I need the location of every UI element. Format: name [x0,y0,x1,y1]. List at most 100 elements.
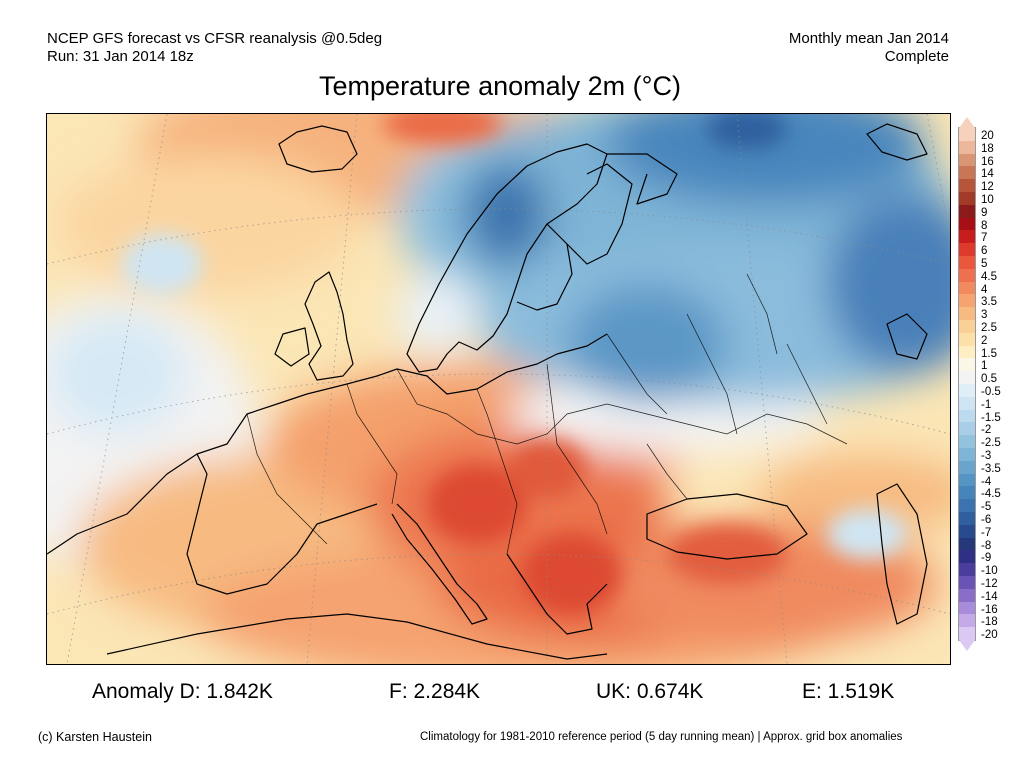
colorbar-segment [959,448,975,462]
stat-anomaly-d: Anomaly D: 1.842K [92,680,273,703]
colorbar-label: 16 [981,155,994,168]
colorbar-segment [959,268,975,283]
colorbar-label: -4 [981,475,992,488]
stat-uk: UK: 0.674K [596,680,704,703]
anomaly-stats: Anomaly D: 1.842K F: 2.284K UK: 0.674K E… [0,680,1024,708]
colorbar-label: 1.5 [981,347,997,360]
colorbar-segment [959,371,975,385]
colorbar-label: 1 [981,360,988,373]
colorbar-segment [959,499,975,513]
colorbar-label: -12 [981,578,998,590]
colorbar-label: -9 [981,552,992,565]
colorbar-label: -10 [981,565,998,578]
colorbar-segment [959,230,975,244]
colorbar-label: 3 [981,309,988,322]
colorbar-segment [959,435,975,449]
colorbar-label: -14 [981,590,998,603]
colorbar-segment [959,332,975,347]
stat-e: E: 1.519K [802,680,895,703]
colorbar-segment [959,409,975,423]
colorbar-segment [959,307,975,321]
graticule [47,114,950,664]
colorbar-max-arrow [959,117,975,128]
colorbar-segment [959,192,975,206]
colorbar-label: 18 [981,142,994,155]
anomaly-map-canvas [47,114,950,664]
colorbar-label: -0.5 [981,386,1001,398]
colorbar-segment [959,243,975,257]
colorbar-label: -18 [981,616,998,629]
coastlines [47,123,928,660]
colorbar-label: -3.5 [981,462,1001,475]
colorbar-segment [959,512,975,526]
period-description: Monthly mean Jan 2014 [788,30,949,47]
colorbar-segment [959,384,975,398]
colorbar-segment [959,128,975,142]
colorbar-label: -4.5 [981,488,1001,501]
colorbar-segment [959,601,975,615]
model-description: NCEP GFS forecast vs CFSR reanalysis @0.… [47,30,383,47]
period-info: Monthly mean Jan 2014 Complete [789,30,949,66]
colorbar-label: 20 [981,130,994,142]
colorbar-segment [959,627,975,641]
colorbar-label: 5 [981,258,988,270]
colorbar-label: -1 [981,398,992,411]
colorbar-label: -3 [981,450,992,462]
colorbar-segment [959,217,975,231]
colorbar-label: -2.5 [981,437,1001,450]
colorbar-segment [959,614,975,628]
colorbar-segment [959,563,975,577]
colorbar-segment [959,473,975,487]
colorbar-segment [959,345,975,359]
colorbar-label: -2 [981,424,992,437]
run-info: NCEP GFS forecast vs CFSR reanalysis @0.… [47,30,382,66]
colorbar-segment [959,524,975,539]
colorbar-label: 2 [981,334,988,347]
colorbar-label: 6 [981,245,988,258]
colorbar-label: 14 [981,168,994,181]
colorbar-label: -6 [981,514,992,526]
colorbar-label: 3.5 [981,296,997,309]
run-time: Run: 31 Jan 2014 18z [47,48,194,65]
copyright: (c) Karsten Haustein [38,730,152,744]
colorbar-min-arrow [959,640,975,651]
colorbar-segment [959,320,975,334]
colorbar-segment [959,294,975,308]
stat-f: F: 2.284K [389,680,481,703]
colorbar [958,127,976,641]
colorbar-segment [959,460,975,475]
colorbar-label: -7 [981,526,992,539]
colorbar-segment [959,179,975,193]
colorbar-label: -1.5 [981,411,1001,424]
colorbar-segment [959,256,975,270]
colorbar-segment [959,422,975,436]
colorbar-label: -5 [981,501,992,514]
colorbar-label: 7 [981,232,988,245]
colorbar-segment [959,537,975,551]
colorbar-label: 0.5 [981,373,997,386]
colorbar-segment [959,358,975,372]
colorbar-segment [959,396,975,411]
colorbar-label: -8 [981,539,992,552]
colorbar-segment [959,281,975,295]
colorbar-segment [959,204,975,219]
colorbar-segment [959,588,975,603]
climatology-note: Climatology for 1981-2010 reference peri… [420,731,903,743]
colorbar-label: 4 [981,283,988,296]
map-title: Temperature anomaly 2m (°C) [319,71,681,101]
colorbar-segment [959,140,975,155]
colorbar-label: 8 [981,219,988,232]
colorbar-label: -20 [981,629,998,642]
colorbar-label: 9 [981,206,988,219]
colorbar-segment [959,576,975,590]
country-borders [246,273,848,555]
colorbar-segment [959,550,975,564]
colorbar-label: 10 [981,194,994,206]
anomaly-map [46,113,951,665]
colorbar-segment [959,486,975,500]
anomaly-field [47,114,950,664]
colorbar-segment [959,153,975,167]
colorbar-segment [959,166,975,180]
colorbar-label: 2.5 [981,322,997,334]
colorbar-label: 12 [981,181,994,194]
